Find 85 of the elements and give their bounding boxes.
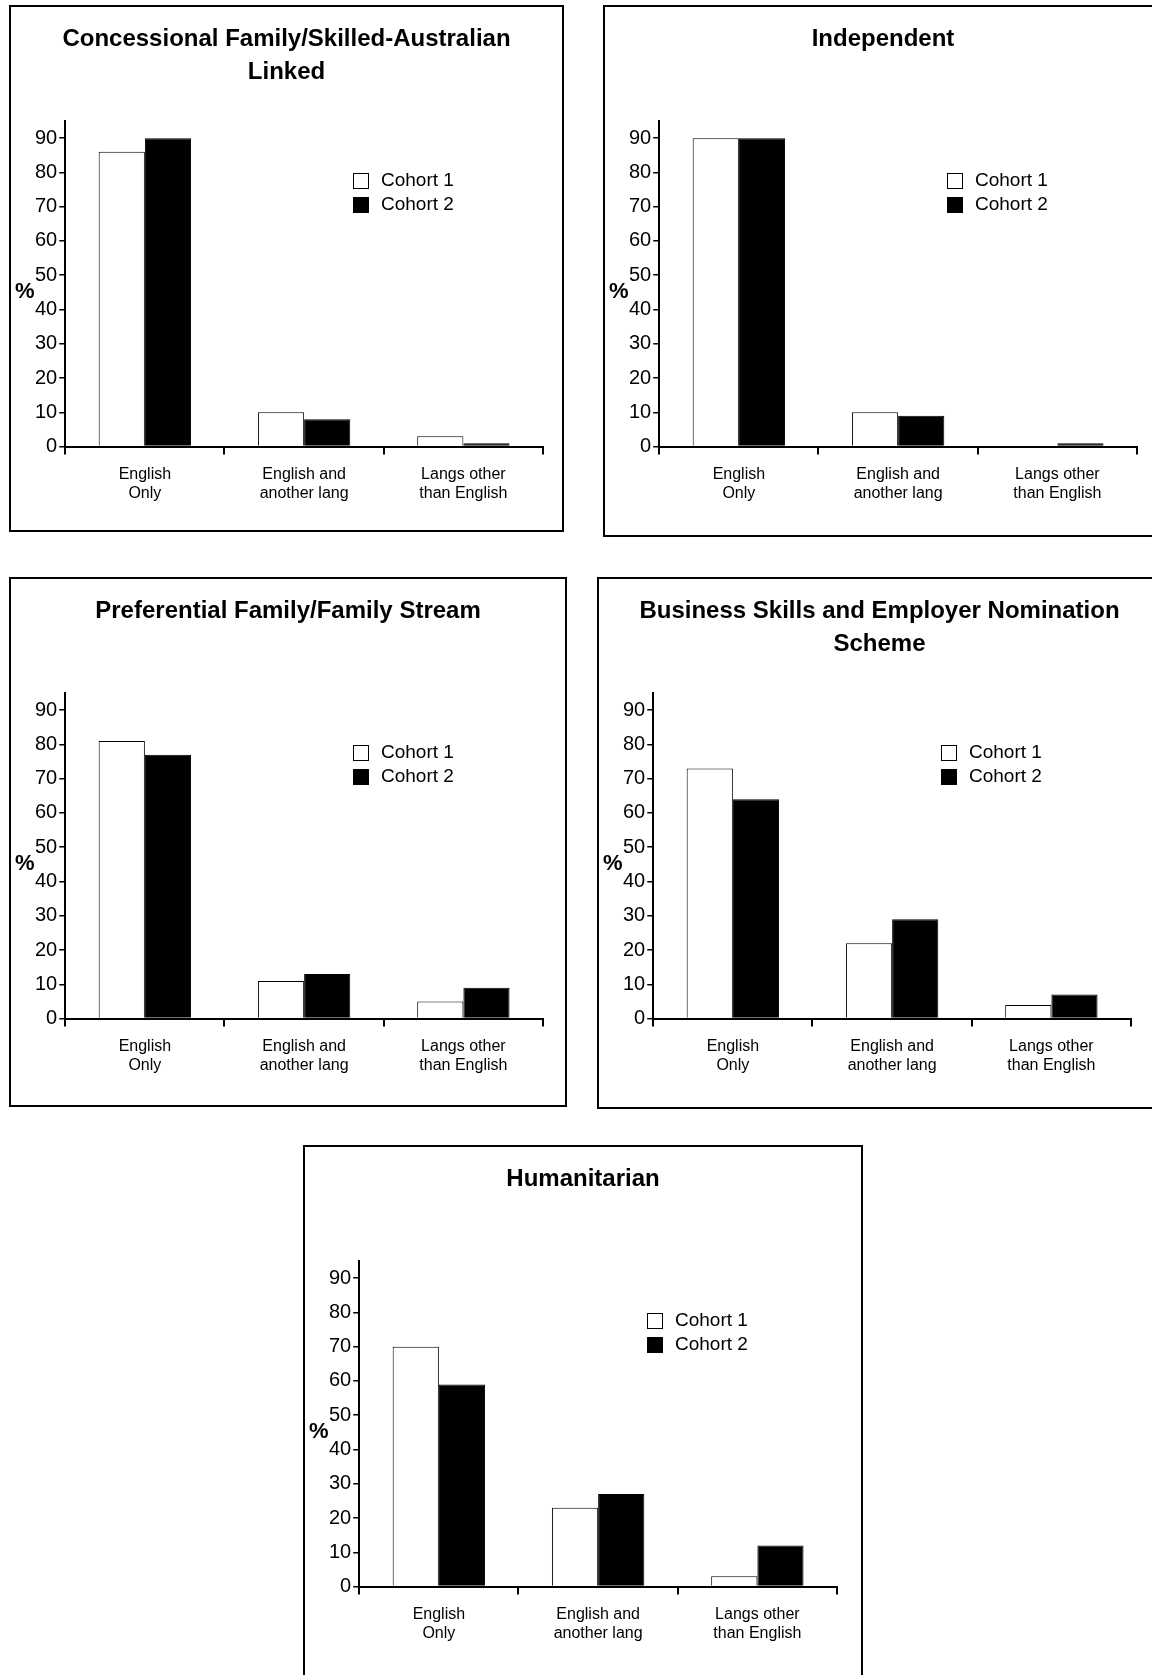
y-tick-label: 40 (35, 869, 58, 892)
y-tick-label: 0 (640, 434, 652, 457)
y-tick-label: 30 (629, 331, 652, 354)
y-tick-label: 10 (629, 399, 652, 422)
y-tick-label: 60 (35, 228, 58, 251)
y-tick-label: 80 (629, 159, 652, 182)
y-tick-label: 30 (623, 903, 646, 926)
x-tick-label: Langs other than English (1007, 1036, 1096, 1073)
y-tick-label: 0 (46, 434, 58, 457)
y-tick-label: 0 (46, 1006, 58, 1029)
y-tick-label: 10 (35, 971, 58, 994)
legend-label: Cohort 1 (975, 169, 1048, 191)
y-tick-label: 60 (629, 228, 652, 251)
y-tick-label: 30 (35, 331, 58, 354)
y-axis-title: % (603, 849, 623, 875)
y-tick-label: 90 (623, 697, 646, 720)
legend-label: Cohort 2 (969, 765, 1042, 787)
y-tick-label: 50 (623, 834, 646, 857)
x-tick-label: English and another lang (847, 1036, 937, 1073)
y-tick-label: 60 (329, 1368, 352, 1391)
y-tick-label: 70 (35, 194, 58, 217)
chart-title: Independent (810, 23, 956, 53)
chart-title: Business Skills and Employer Nomination Scheme (638, 595, 1121, 658)
y-tick-label: 90 (35, 697, 58, 720)
y-tick-label: 40 (623, 869, 646, 892)
y-tick-label: 20 (35, 937, 58, 960)
x-tick-label: Langs other than English (419, 1036, 508, 1073)
y-tick-label: 80 (329, 1299, 352, 1322)
y-tick-label: 80 (35, 159, 58, 182)
y-tick-label: 60 (35, 800, 58, 823)
y-tick-label: 70 (35, 766, 58, 789)
legend-label: Cohort 1 (675, 1309, 748, 1331)
y-tick-label: 0 (340, 1574, 352, 1597)
y-tick-label: 50 (629, 262, 652, 285)
legend-label: Cohort 1 (969, 741, 1042, 763)
legend-label: Cohort 1 (381, 741, 454, 763)
x-tick-label: English and another lang (553, 1604, 643, 1641)
y-axis-title: % (15, 849, 35, 875)
x-tick-label: Langs other than English (713, 1604, 802, 1641)
legend-label: Cohort 2 (381, 193, 454, 215)
y-tick-label: 40 (35, 297, 58, 320)
x-tick-label: English and another lang (259, 464, 349, 501)
y-tick-label: 10 (35, 399, 58, 422)
x-tick-label: English and another lang (259, 1036, 349, 1073)
y-tick-label: 90 (35, 125, 58, 148)
legend-label: Cohort 2 (975, 193, 1048, 215)
legend-label: Cohort 2 (675, 1333, 748, 1355)
x-tick-label: Langs other than English (1013, 464, 1102, 501)
y-tick-label: 40 (329, 1437, 352, 1460)
x-tick-label: English Only (706, 1036, 760, 1073)
x-tick-label: English Only (712, 464, 766, 501)
y-tick-label: 40 (629, 297, 652, 320)
y-tick-label: 20 (629, 365, 652, 388)
y-tick-label: 0 (634, 1006, 646, 1029)
legend-label: Cohort 1 (381, 169, 454, 191)
legend-label: Cohort 2 (381, 765, 454, 787)
y-tick-label: 20 (623, 937, 646, 960)
y-tick-label: 50 (35, 262, 58, 285)
y-tick-label: 80 (35, 731, 58, 754)
x-tick-label: Langs other than English (419, 464, 508, 501)
y-tick-label: 20 (35, 365, 58, 388)
chart-title: Humanitarian (505, 1163, 661, 1193)
x-tick-label: English Only (412, 1604, 466, 1641)
y-tick-label: 60 (623, 800, 646, 823)
chart-title: Preferential Family/Family Stream (94, 595, 482, 625)
y-tick-label: 30 (329, 1471, 352, 1494)
y-axis-title: % (15, 277, 35, 303)
y-axis-title: % (309, 1417, 329, 1443)
x-tick-label: English and another lang (853, 464, 943, 501)
x-tick-label: English Only (118, 464, 172, 501)
y-tick-label: 10 (623, 971, 646, 994)
y-tick-label: 80 (623, 731, 646, 754)
y-tick-label: 50 (329, 1402, 352, 1425)
y-tick-label: 50 (35, 834, 58, 857)
y-axis-title: % (609, 277, 629, 303)
y-tick-label: 90 (629, 125, 652, 148)
y-tick-label: 70 (623, 766, 646, 789)
y-tick-label: 90 (329, 1265, 352, 1288)
y-tick-label: 70 (329, 1334, 352, 1357)
x-tick-label: English Only (118, 1036, 172, 1073)
y-tick-label: 30 (35, 903, 58, 926)
y-tick-label: 20 (329, 1505, 352, 1528)
y-tick-label: 10 (329, 1539, 352, 1562)
chart-title: Concessional Family/Skilled-Australian Linked (61, 23, 512, 86)
y-tick-label: 70 (629, 194, 652, 217)
